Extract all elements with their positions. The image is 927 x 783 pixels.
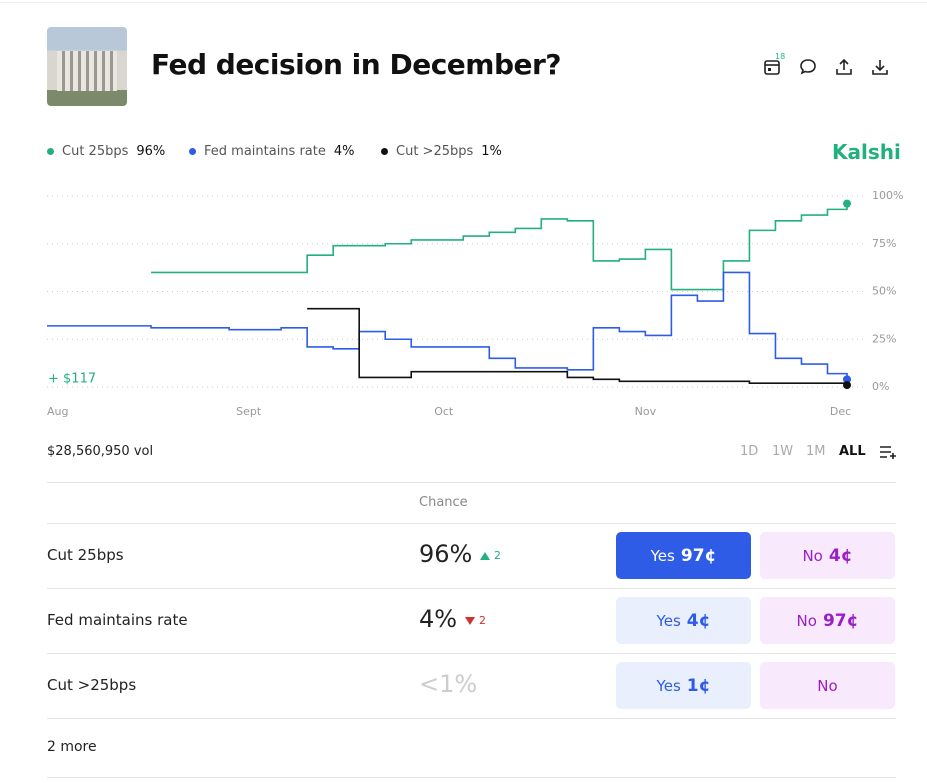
market-image: [47, 27, 127, 106]
series-line: [47, 271, 848, 380]
legend-value: 4%: [333, 144, 355, 159]
x-tick-label: Sept: [236, 405, 262, 418]
legend-item: Fed maintains rate 4%: [189, 144, 354, 159]
series-line: [151, 203, 848, 291]
legend-name: Cut >25bps: [396, 144, 474, 159]
divider: [47, 653, 896, 654]
top-border: [0, 2, 927, 3]
no-price: 97¢: [822, 610, 859, 631]
x-tick-label: Aug: [47, 405, 68, 418]
calendar-badge: 18: [775, 52, 786, 61]
range-button[interactable]: 1W: [772, 444, 794, 459]
yes-label: Yes: [656, 611, 681, 630]
legend-dot: [189, 148, 196, 155]
no-label: No: [802, 546, 823, 565]
outcome-chance: 96%: [419, 540, 473, 568]
legend-name: Fed maintains rate: [204, 144, 326, 159]
calendar-icon[interactable]: [762, 57, 782, 77]
outcome-chance: 4%: [419, 605, 458, 633]
legend-dot: [47, 148, 54, 155]
no-button[interactable]: No 97¢: [760, 597, 895, 644]
yes-label: Yes: [656, 676, 681, 695]
x-tick-label: Nov: [635, 405, 657, 418]
no-button[interactable]: No 4¢: [760, 532, 895, 579]
divider: [47, 588, 896, 589]
no-label: No: [796, 611, 817, 630]
divider: [47, 777, 896, 778]
yes-button[interactable]: Yes 97¢: [616, 532, 751, 579]
legend-value: 96%: [136, 144, 166, 159]
divider: [47, 482, 896, 483]
divider: [47, 718, 896, 719]
trend-arrow: [480, 551, 490, 560]
chance-change: 2: [480, 549, 501, 562]
y-tick-label: 100%: [872, 189, 903, 202]
divider: [47, 523, 896, 524]
download-icon[interactable]: [870, 57, 890, 77]
more-link[interactable]: 2 more: [47, 739, 97, 755]
range-button[interactable]: 1M: [806, 444, 826, 459]
y-tick-label: 75%: [872, 237, 896, 250]
yes-label: Yes: [650, 546, 675, 565]
no-price: 4¢: [828, 545, 853, 566]
brand: Kalshi: [832, 140, 901, 164]
no-button[interactable]: No: [760, 662, 895, 709]
y-tick-label: 50%: [872, 285, 896, 298]
yes-price: 1¢: [686, 675, 711, 696]
end-dot: [843, 199, 851, 208]
yes-button[interactable]: Yes 1¢: [616, 662, 751, 709]
chance-change: 2: [465, 614, 486, 627]
y-tick-label: 0%: [872, 380, 889, 393]
title: Fed decision in December?: [151, 48, 562, 81]
legend-item: Cut 25bps 96%: [47, 144, 165, 159]
x-tick-label: Dec: [830, 405, 851, 418]
comment-icon[interactable]: [798, 57, 818, 77]
share-icon[interactable]: [834, 57, 854, 77]
x-tick-label: Oct: [434, 405, 454, 418]
table-header: Chance: [419, 495, 468, 510]
outcome-chance: <1%: [419, 670, 478, 698]
legend-item: Cut >25bps 1%: [381, 144, 502, 159]
outcome-name: Fed maintains rate: [47, 611, 188, 629]
yes-price: 97¢: [680, 545, 717, 566]
list-add-icon[interactable]: [879, 444, 897, 460]
yes-button[interactable]: Yes 4¢: [616, 597, 751, 644]
no-label: No: [817, 676, 838, 695]
legend-value: 1%: [481, 144, 502, 159]
end-dot: [843, 381, 851, 390]
range-button[interactable]: ALL: [839, 444, 866, 459]
chart: 0% 25% 50% 75% 100% Aug Sept Oct Nov Dec + $117: [47, 189, 903, 418]
outcome-name: Cut >25bps: [47, 676, 137, 694]
volume: $28,560,950 vol: [47, 444, 154, 459]
outcome-name: Cut 25bps: [47, 546, 124, 564]
end-dot: [843, 375, 851, 384]
yes-price: 4¢: [686, 610, 711, 631]
y-tick-label: 25%: [872, 332, 896, 345]
range-button[interactable]: 1D: [740, 444, 759, 459]
legend-dot: [381, 148, 388, 155]
annotation: + $117: [48, 372, 96, 387]
change-value: 2: [494, 549, 501, 562]
change-value: 2: [479, 614, 486, 627]
trend-arrow: [465, 616, 475, 625]
series-line: [307, 307, 848, 386]
building: [57, 51, 117, 91]
legend-name: Cut 25bps: [62, 144, 129, 159]
